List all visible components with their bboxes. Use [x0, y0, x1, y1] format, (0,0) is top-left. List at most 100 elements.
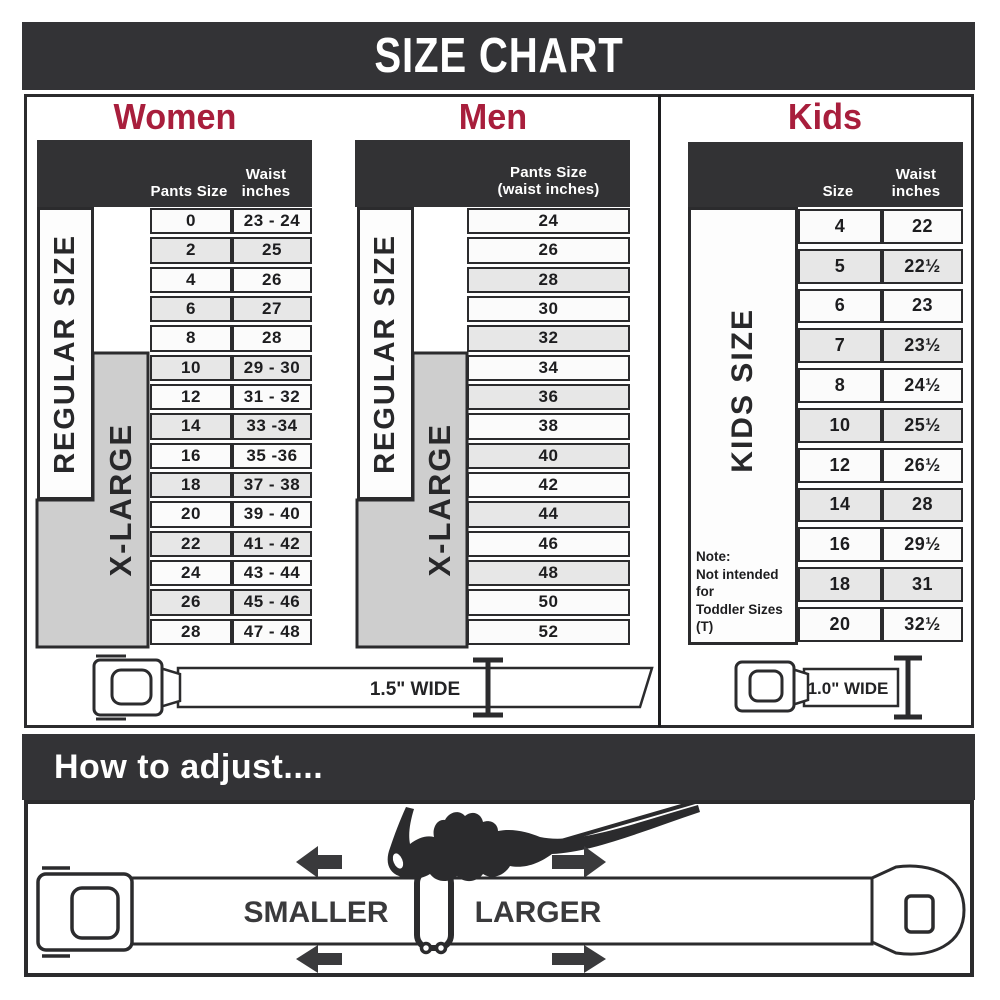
table-row: 24	[467, 207, 630, 236]
arrow-left-icon	[296, 846, 342, 878]
kids-size-box: KIDS SIZE Note: Not intended for Toddler…	[688, 207, 798, 645]
pants-size-cell: 28	[150, 618, 232, 645]
adjust-diagram-panel: SMALLER LARGER	[24, 800, 974, 977]
size-cell: 7	[798, 328, 882, 364]
waist-cell: 26½	[882, 447, 963, 483]
pants-size-cell: 16	[150, 442, 232, 469]
pants-size-cell: 38	[467, 413, 630, 440]
pants-size-cell: 32	[467, 325, 630, 352]
table-row: 12 26½	[798, 446, 963, 486]
table-row: 22 41 - 42	[150, 530, 312, 559]
men-heading: Men	[458, 96, 528, 137]
table-row: 28 47 - 48	[150, 618, 312, 647]
pants-size-cell: 40	[467, 442, 630, 469]
table-row: 16 35 -36	[150, 442, 312, 471]
adjust-diagram: SMALLER LARGER	[36, 804, 966, 973]
women-table-header: Pants Size Waist inches	[37, 140, 312, 207]
adult-belt-illustration: 1.5" WIDE	[92, 654, 654, 721]
women-regular-size-box: REGULAR SIZE	[37, 207, 94, 500]
pants-size-cell: 48	[467, 559, 630, 587]
adult-belt-width-label: 1.5" WIDE	[370, 679, 460, 700]
table-row: 26 45 - 46	[150, 588, 312, 617]
table-row: 5 22½	[798, 247, 963, 287]
waist-cell: 25½	[882, 407, 963, 443]
table-row: 52	[467, 618, 630, 647]
waist-cell: 47 - 48	[232, 618, 312, 645]
men-xlarge-labelbox: X-LARGE	[413, 353, 467, 647]
pants-size-cell: 14	[150, 413, 232, 440]
pants-size-cell: 28	[467, 266, 630, 293]
table-row: 30	[467, 295, 630, 324]
pants-size-cell: 8	[150, 325, 232, 352]
kids-belt-width-label: 1.0" WIDE	[808, 679, 889, 698]
women-xlarge-label: X-LARGE	[102, 423, 138, 577]
women-regular-size-label: REGULAR SIZE	[49, 233, 81, 474]
kids-col-waist: Waist inches	[891, 165, 941, 201]
kids-note: Note: Not intended for Toddler Sizes (T)	[696, 549, 783, 635]
pants-size-cell: 24	[150, 559, 232, 587]
waist-cell: 24½	[882, 368, 963, 403]
women-size-table: 0 23 - 24 2 25 4 26 6 27 8 28 10 29 - 30 12 31 - 32 14…	[150, 207, 312, 647]
table-row: 38	[467, 412, 630, 441]
belt-tongue-icon	[870, 864, 966, 956]
kids-size-label: KIDS SIZE	[726, 307, 759, 473]
waist-cell: 43 - 44	[232, 559, 312, 587]
size-cell: 14	[798, 487, 882, 523]
seatbelt-buckle-icon	[36, 866, 134, 958]
men-col-pants-size: Pants Size (waist inches)	[497, 163, 600, 199]
waist-cell: 27	[232, 295, 312, 323]
pants-size-cell: 20	[150, 501, 232, 528]
adjust-heading: How to adjust....	[54, 747, 324, 786]
waist-cell: 31	[882, 567, 963, 602]
kids-belt-illustration: 1.0" WIDE	[734, 655, 922, 720]
table-row: 18 37 - 38	[150, 471, 312, 500]
kids-heading: Kids	[787, 96, 863, 137]
pants-size-cell: 44	[467, 501, 630, 528]
men-xlarge-region	[355, 351, 469, 649]
pants-size-cell: 10	[150, 354, 232, 381]
table-row: 44	[467, 500, 630, 529]
table-row: 20 39 - 40	[150, 500, 312, 529]
pants-size-cell: 2	[150, 237, 232, 264]
table-row: 34	[467, 354, 630, 383]
men-xlarge-label: X-LARGE	[422, 423, 457, 577]
women-col-pants-size: Pants Size	[150, 183, 228, 201]
larger-label: LARGER	[475, 896, 602, 929]
waist-cell: 32½	[882, 606, 963, 642]
arrow-left-icon	[296, 945, 342, 973]
table-row: 32	[467, 324, 630, 353]
kids-size-table: 4 22 5 22½ 6 23 7 23½ 8 24½ 10 25½ 12 26½ 14 28 16 29½ 18 3…	[798, 207, 963, 645]
waist-cell: 33 -34	[232, 413, 312, 440]
table-row: 48	[467, 559, 630, 588]
pants-size-cell: 0	[150, 208, 232, 235]
table-row: 28	[467, 266, 630, 295]
table-row: 36	[467, 383, 630, 412]
size-cell: 5	[798, 248, 882, 284]
pants-size-cell: 26	[467, 237, 630, 264]
women-heading: Women	[113, 96, 237, 137]
pants-size-cell: 52	[467, 618, 630, 645]
waist-cell: 39 - 40	[232, 501, 312, 528]
table-row: 26	[467, 236, 630, 265]
women-xlarge-labelbox: X-LARGE	[93, 353, 148, 647]
table-row: 10 29 - 30	[150, 354, 312, 383]
pants-size-cell: 46	[467, 530, 630, 557]
kids-col-size: Size	[822, 183, 854, 201]
table-row: 8 24½	[798, 366, 963, 406]
table-row: 40	[467, 442, 630, 471]
table-row: 42	[467, 471, 630, 500]
seatbelt-buckle-icon	[734, 660, 810, 713]
men-regular-size-label: REGULAR SIZE	[369, 233, 401, 474]
size-cell: 20	[798, 606, 882, 642]
table-row: 16 29½	[798, 525, 963, 565]
table-row: 18 31	[798, 565, 963, 605]
size-cell: 10	[798, 407, 882, 443]
waist-cell: 31 - 32	[232, 383, 312, 411]
table-row: 7 23½	[798, 326, 963, 366]
belt-strap	[802, 667, 900, 708]
waist-cell: 23 - 24	[232, 208, 312, 235]
waist-cell: 41 - 42	[232, 530, 312, 557]
table-row: 6 27	[150, 295, 312, 324]
belt-adjuster-icon	[414, 867, 454, 955]
